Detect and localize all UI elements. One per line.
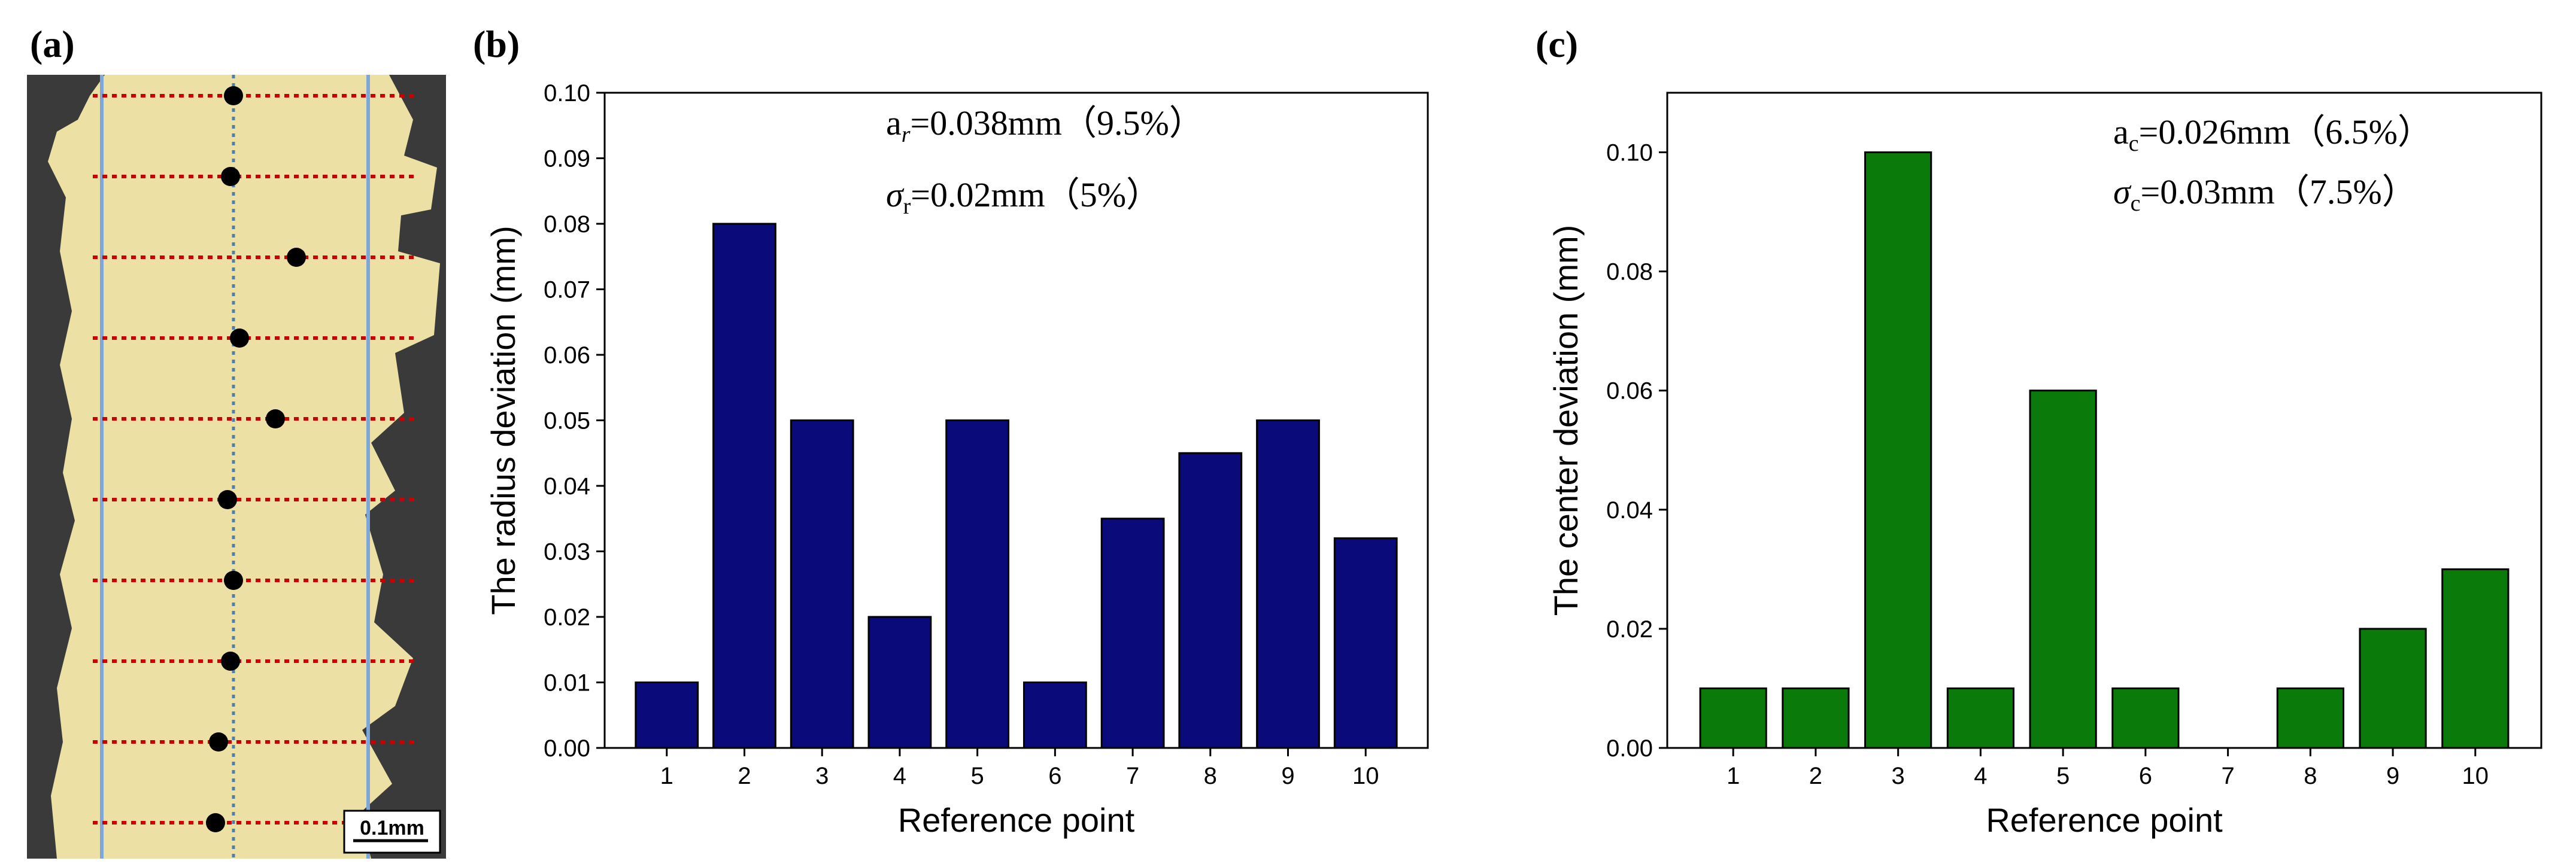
radius-mean-stat: ar=0.038mm（9.5%） xyxy=(886,104,1204,147)
x-tick-label: 10 xyxy=(1352,763,1379,789)
x-tick-label: 4 xyxy=(1974,763,1987,789)
x-tick-label: 4 xyxy=(893,763,906,789)
y-tick-label: 0.08 xyxy=(544,211,590,238)
center-mean-stat: ac=0.026mm（6.5%） xyxy=(2113,112,2432,156)
x-tick-label: 5 xyxy=(2056,763,2070,789)
y-tick-label: 0.06 xyxy=(1606,378,1653,404)
x-tick-label: 9 xyxy=(2386,763,2399,789)
x-axis-title: Reference point xyxy=(898,801,1135,839)
x-tick-label: 8 xyxy=(2304,763,2317,789)
y-tick-label: 0.07 xyxy=(544,277,590,303)
reference-point-marker xyxy=(221,652,240,671)
bar xyxy=(867,616,932,749)
bar xyxy=(1100,518,1165,749)
panel-c-label: (c) xyxy=(1536,23,1578,65)
y-tick-label: 0.00 xyxy=(544,735,590,762)
center-sigma-subscript: c xyxy=(2131,191,2141,216)
radius-mean-symbol: a xyxy=(886,104,902,142)
bar xyxy=(2111,687,2180,749)
scale-bar-label: 0.1mm xyxy=(360,817,424,839)
x-tick-label: 10 xyxy=(2462,763,2489,789)
y-tick-label: 0.00 xyxy=(1606,735,1653,762)
x-tick-label: 7 xyxy=(1126,763,1139,789)
scale-bar-box xyxy=(343,810,441,854)
x-tick-label: 2 xyxy=(1809,763,1822,789)
radius-mean-value: =0.038mm（9.5%） xyxy=(911,104,1204,142)
y-tick-label: 0.01 xyxy=(544,670,590,696)
bar xyxy=(1782,687,1850,749)
x-tick-label: 3 xyxy=(1892,763,1905,789)
plot-frame xyxy=(1666,92,2542,749)
bar xyxy=(2029,390,2097,749)
center-mean-value: =0.026mm（6.5%） xyxy=(2139,112,2432,151)
panel-b-label: (b) xyxy=(473,23,520,65)
x-axis-title: Reference point xyxy=(1986,801,2223,839)
x-tick-label: 6 xyxy=(1048,763,1061,789)
y-axis-title: The center deviation (mm) xyxy=(1547,225,1585,616)
reference-point-marker xyxy=(224,571,243,590)
bar xyxy=(1946,687,2014,749)
reference-point-marker xyxy=(230,328,249,348)
reference-point-marker xyxy=(224,86,243,105)
center-sigma-stat: σc=0.03mm（7.5%） xyxy=(2113,172,2417,216)
y-tick-label: 0.04 xyxy=(544,473,590,500)
reference-point-marker xyxy=(218,490,237,509)
reference-point-marker xyxy=(287,248,306,267)
reference-point-marker xyxy=(221,167,240,186)
bar xyxy=(2276,687,2344,749)
x-tick-label: 1 xyxy=(1727,763,1740,789)
micrograph: 0.1mm xyxy=(27,75,446,859)
x-tick-label: 9 xyxy=(1281,763,1294,789)
radius-mean-subscript: r xyxy=(902,122,911,147)
bar xyxy=(1699,687,1767,749)
center-sigma-value: =0.03mm（7.5%） xyxy=(2140,172,2416,211)
y-tick-label: 0.08 xyxy=(1606,259,1653,285)
bar xyxy=(2359,628,2427,749)
reference-point-marker xyxy=(266,409,285,428)
x-tick-label: 2 xyxy=(738,763,751,789)
bar xyxy=(1178,452,1243,749)
y-axis-title: The radius deviation (mm) xyxy=(484,226,522,614)
bar xyxy=(712,223,776,749)
x-tick-label: 7 xyxy=(2221,763,2234,789)
y-tick-label: 0.09 xyxy=(544,146,590,172)
center-sigma-symbol: σ xyxy=(2113,172,2132,211)
bar xyxy=(790,419,854,749)
x-tick-label: 1 xyxy=(660,763,673,789)
y-tick-label: 0.10 xyxy=(544,80,590,107)
bar xyxy=(2441,568,2510,749)
x-tick-label: 3 xyxy=(815,763,829,789)
y-tick-label: 0.02 xyxy=(544,604,590,631)
bar xyxy=(945,419,1010,749)
bar xyxy=(635,682,699,749)
bar xyxy=(1864,151,1932,749)
x-tick-label: 5 xyxy=(971,763,984,789)
y-tick-label: 0.05 xyxy=(544,408,590,434)
radius-sigma-stat: σr=0.02mm（5%） xyxy=(886,175,1161,219)
y-tick-label: 0.06 xyxy=(544,342,590,369)
y-tick-label: 0.04 xyxy=(1606,497,1653,524)
bar xyxy=(1333,537,1398,749)
center-mean-symbol: a xyxy=(2113,112,2129,151)
panel-a-label: (a) xyxy=(30,23,75,65)
x-tick-label: 8 xyxy=(1204,763,1217,789)
radius-deviation-chart: 0.00 0.01 0.02 0.03 0.04 0.05 0.06 0.07 0.08 0.09… xyxy=(484,80,1429,839)
y-tick-label: 0.02 xyxy=(1606,616,1653,643)
bar xyxy=(1256,419,1320,749)
radius-sigma-symbol: σ xyxy=(886,175,905,214)
y-tick-label: 0.03 xyxy=(544,539,590,565)
reference-point-marker xyxy=(209,732,228,752)
y-tick-label: 0.10 xyxy=(1606,140,1653,166)
radius-sigma-subscript: r xyxy=(903,194,911,219)
center-mean-subscript: c xyxy=(2129,131,2139,156)
center-deviation-chart: 0.00 0.02 0.04 0.06 0.08 0.10 1 2 3 4 5 6 7 8 9 10 Refer… xyxy=(1547,92,2542,839)
radius-sigma-value: =0.02mm（5%） xyxy=(911,175,1161,214)
bar xyxy=(1022,682,1087,749)
reference-point-marker xyxy=(206,813,225,832)
x-tick-label: 6 xyxy=(2139,763,2152,789)
